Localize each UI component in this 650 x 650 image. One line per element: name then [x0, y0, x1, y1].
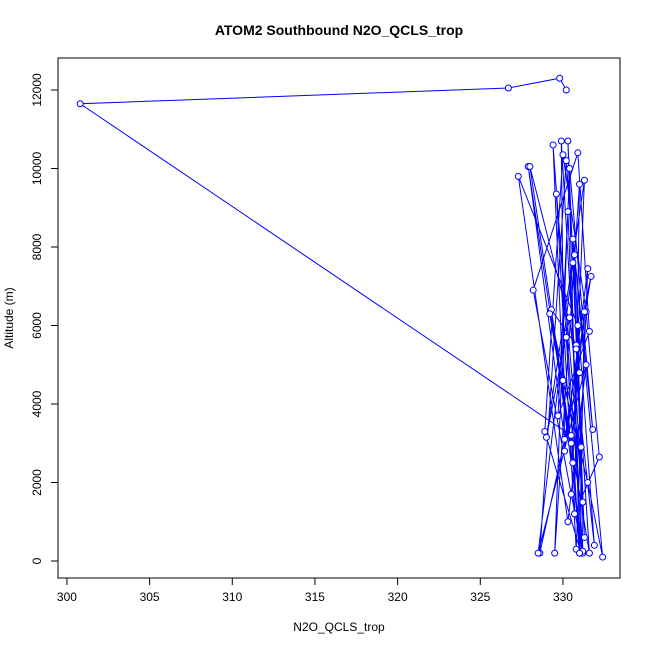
point — [582, 361, 590, 369]
y-axis-label: Altitude (m) — [2, 287, 16, 348]
point — [526, 163, 534, 171]
y-tick-label: 10000 — [30, 151, 44, 185]
point — [561, 435, 569, 443]
x-tick-label: 300 — [57, 590, 77, 604]
point — [562, 333, 570, 341]
point — [557, 137, 565, 145]
y-tick-label: 2000 — [30, 469, 44, 496]
point — [569, 459, 577, 467]
point — [599, 553, 607, 561]
point — [76, 100, 84, 108]
point — [542, 433, 550, 441]
y-tick-label: 12000 — [30, 73, 44, 107]
x-tick-label: 310 — [222, 590, 242, 604]
point — [575, 180, 583, 188]
y-tick-label: 6000 — [30, 312, 44, 339]
point — [587, 272, 595, 280]
point — [514, 172, 522, 180]
point — [564, 137, 572, 145]
point — [529, 286, 537, 294]
point — [562, 86, 570, 94]
x-tick-label: 330 — [553, 590, 573, 604]
point — [590, 541, 598, 549]
point — [562, 157, 570, 165]
x-tick-label: 325 — [470, 590, 490, 604]
point — [504, 84, 512, 92]
point — [580, 176, 588, 184]
x-tick-label: 315 — [305, 590, 325, 604]
point — [574, 149, 582, 157]
point — [574, 321, 582, 329]
point — [541, 427, 549, 435]
y-tick-label: 8000 — [30, 233, 44, 260]
point — [584, 479, 592, 487]
point — [566, 314, 574, 322]
x-tick-label: 320 — [388, 590, 408, 604]
point — [584, 265, 592, 273]
series-line — [78, 77, 604, 558]
x-axis-label: N2O_QCLS_trop — [293, 620, 385, 634]
point — [546, 310, 554, 318]
point — [585, 327, 593, 335]
point — [567, 490, 575, 498]
point — [552, 190, 560, 198]
point — [580, 533, 588, 541]
point — [569, 259, 577, 267]
y-tick-label: 0 — [30, 557, 44, 564]
point — [556, 74, 564, 82]
point — [595, 453, 603, 461]
point — [564, 518, 572, 526]
point — [575, 369, 583, 377]
point — [580, 308, 588, 316]
y-tick-label: 4000 — [30, 390, 44, 417]
point — [559, 376, 567, 384]
point — [564, 208, 572, 216]
chart-title: ATOM2 Southbound N2O_QCLS_trop — [215, 22, 463, 38]
point — [554, 412, 562, 420]
point — [567, 431, 575, 439]
point — [549, 141, 557, 149]
point — [566, 164, 574, 172]
point — [585, 549, 593, 557]
point — [575, 549, 583, 557]
point — [571, 510, 579, 518]
point — [579, 498, 587, 506]
point — [569, 235, 577, 243]
point — [551, 549, 559, 557]
plot-frame — [57, 57, 621, 579]
point — [567, 439, 575, 447]
point — [561, 447, 569, 455]
point — [577, 443, 585, 451]
point — [572, 345, 580, 353]
x-tick-label: 305 — [140, 590, 160, 604]
point — [589, 426, 597, 434]
point — [559, 151, 567, 159]
point — [534, 549, 542, 557]
point — [571, 251, 579, 259]
